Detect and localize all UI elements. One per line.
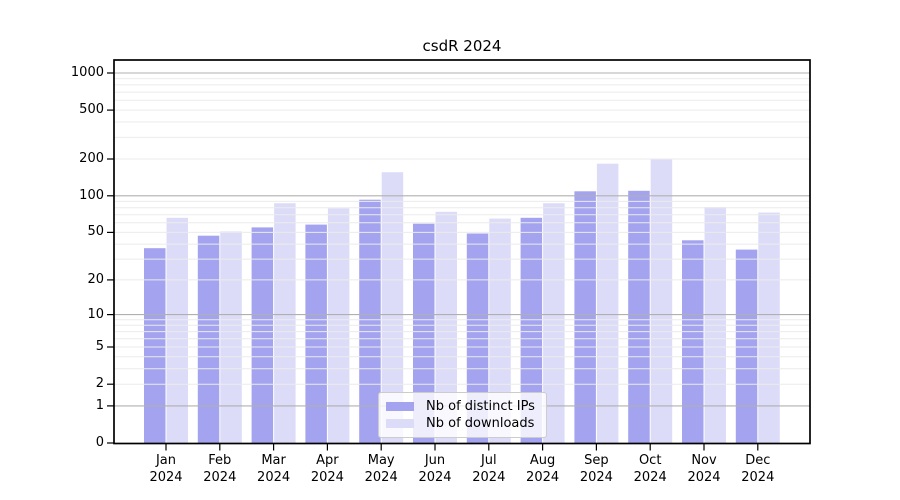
y-tick-label: 10 (87, 306, 104, 322)
x-tick-label: Feb 2024 (188, 452, 252, 486)
bar-downloads (435, 211, 457, 444)
y-tick-label: 200 (79, 150, 104, 166)
y-tick-label: 100 (79, 187, 104, 203)
x-tick-label: Nov 2024 (672, 452, 736, 486)
plot-frame (113, 59, 811, 445)
y-tick-label: 2 (95, 376, 104, 392)
bar-downloads (381, 172, 404, 444)
x-tick-month: Nov (691, 453, 717, 468)
x-tick-label: Oct 2024 (618, 452, 682, 486)
bar-distinct-ips (305, 224, 327, 444)
y-tick-label: 20 (87, 271, 104, 287)
bar-downloads (596, 163, 619, 444)
legend-label-downloads: Nb of downloads (426, 416, 535, 431)
x-tick-month: Dec (745, 453, 771, 468)
bar-downloads (327, 208, 350, 444)
bar-downloads (758, 212, 780, 444)
x-tick-year: 2024 (364, 470, 398, 485)
legend-swatch-downloads (386, 419, 414, 428)
x-tick-year: 2024 (418, 470, 452, 485)
y-tick-label: 500 (79, 102, 104, 118)
x-tick-label: Sep 2024 (564, 452, 628, 486)
bar-distinct-ips (628, 190, 650, 444)
x-tick-label: Dec 2024 (726, 452, 790, 486)
x-tick-year: 2024 (257, 470, 291, 485)
bar-distinct-ips (520, 217, 543, 444)
x-tick-label: Jan 2024 (134, 452, 198, 486)
x-tick-year: 2024 (472, 470, 506, 485)
x-tick-label: Mar 2024 (242, 452, 306, 486)
x-tick-month: Mar (261, 453, 286, 468)
bar-downloads (650, 159, 673, 444)
x-tick-month: Jun (424, 453, 446, 468)
x-tick-month: Apr (316, 453, 339, 468)
x-tick-year: 2024 (579, 470, 613, 485)
x-tick-label: May 2024 (349, 452, 413, 486)
bar-distinct-ips (574, 191, 596, 444)
y-tick-label: 1000 (70, 65, 104, 80)
x-tick-label: Apr 2024 (295, 452, 359, 486)
x-tick-year: 2024 (203, 470, 237, 485)
legend-label-distinct-ips: Nb of distinct IPs (426, 399, 535, 414)
chart-title: csdR 2024 (422, 37, 502, 55)
bar-distinct-ips (197, 235, 220, 444)
legend-swatch-distinct-ips (386, 402, 414, 411)
x-tick-year: 2024 (633, 470, 667, 485)
bar-downloads (489, 218, 511, 444)
x-tick-month: Jul (480, 453, 497, 468)
x-tick-label: Aug 2024 (511, 452, 575, 486)
x-tick-year: 2024 (526, 470, 560, 485)
bar-downloads (220, 231, 242, 444)
x-tick-month: Oct (638, 453, 662, 468)
x-tick-label: Jun 2024 (403, 452, 467, 486)
x-tick-year: 2024 (687, 470, 721, 485)
legend-row-distinct-ips: Nb of distinct IPs (386, 398, 538, 415)
bar-distinct-ips (359, 199, 381, 444)
bar-distinct-ips (251, 227, 274, 444)
y-tick-label: 0 (95, 435, 104, 450)
legend-row-downloads: Nb of downloads (386, 415, 538, 432)
bar-distinct-ips (682, 240, 704, 444)
x-tick-month: Feb (208, 453, 232, 468)
x-tick-year: 2024 (310, 470, 344, 485)
y-tick-label: 5 (95, 339, 104, 355)
x-tick-month: May (367, 453, 395, 468)
y-tick-label: 50 (87, 224, 104, 240)
y-tick-label: 1 (95, 397, 104, 413)
x-tick-year: 2024 (741, 470, 775, 485)
bar-distinct-ips (413, 223, 435, 444)
bar-downloads (166, 217, 188, 444)
x-tick-month: Sep (584, 453, 609, 468)
bar-downloads (543, 203, 565, 444)
x-tick-month: Jan (155, 453, 177, 468)
bar-distinct-ips (144, 248, 166, 444)
bar-downloads (274, 203, 296, 444)
x-tick-month: Aug (529, 453, 556, 468)
x-tick-year: 2024 (149, 470, 183, 485)
x-tick-label: Jul 2024 (457, 452, 521, 486)
legend: Nb of distinct IPs Nb of downloads (378, 392, 547, 438)
